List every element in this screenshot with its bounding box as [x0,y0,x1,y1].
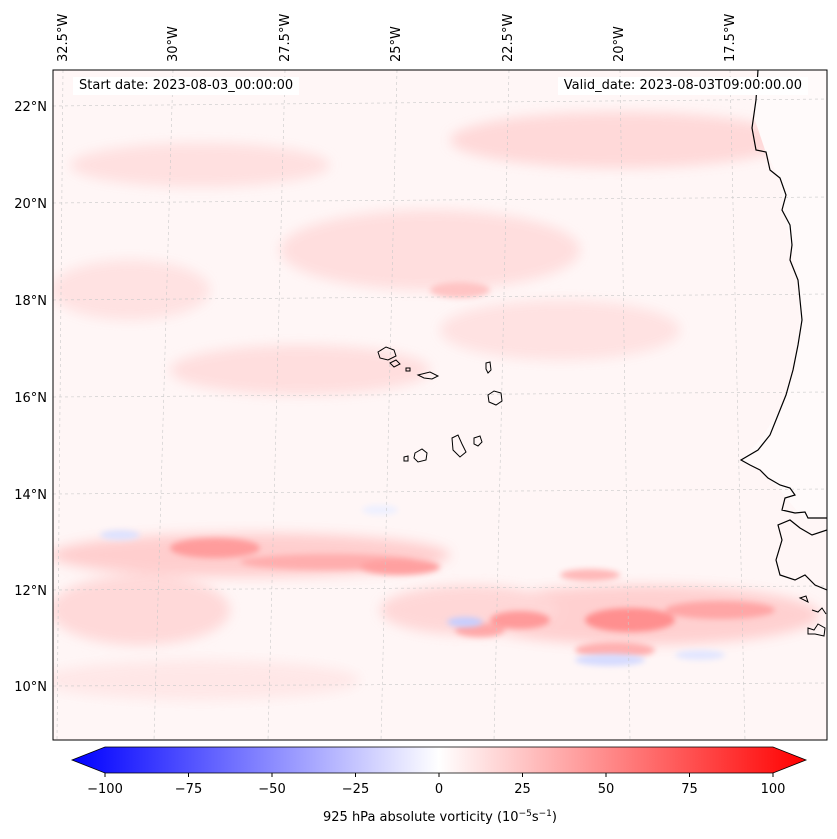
island-santa-luzia [405,367,411,372]
vorticity-core [170,538,260,558]
african-coastline [739,70,827,519]
vorticity-patch [450,112,790,168]
vorticity-core [585,608,675,632]
latitude-label: 16°N [14,391,47,406]
latitude-labels: 22°N 20°N 18°N 16°N 14°N 12°N 10°N [14,100,47,695]
negative-vorticity-patch [675,650,725,660]
vorticity-core [360,559,440,575]
longitude-labels: 32.5°W 30°W 27.5°W 25°W 22.5°W 20°W 17.5… [56,14,738,62]
map-frame [52,69,828,741]
latitude-label: 22°N [14,100,47,115]
colorbar-tick-label: −25 [342,782,369,797]
colorbar-label: 925 hPa absolute vorticity (10−5s−1) [323,809,557,825]
longitude-label: 17.5°W [723,14,738,62]
island-sao-vicente [389,359,401,368]
island-fogo [413,448,428,463]
colorbar-ticks [104,773,774,777]
start-date-label: Start date: 2023-08-03_00:00:00 [73,77,300,95]
latitude-label: 18°N [14,294,47,309]
longitude-label: 30°W [166,26,181,62]
colorbar: −100 −75 −50 −25 0 25 50 75 100 925 hPa … [70,746,808,825]
vorticity-patch [53,575,230,645]
colorbar-tick-label: 50 [598,782,615,797]
island-maio [473,435,483,447]
longitude-label: 20°W [612,26,627,62]
vorticity-patch [170,345,430,395]
valid-date-label: Valid_date: 2023-08-03T09:00:00.00 [557,77,808,95]
vorticity-core [560,569,620,581]
colorbar-bar [70,746,808,774]
latitude-label: 20°N [14,197,47,212]
colorbar-tick-label: 25 [514,782,531,797]
latitude-label: 10°N [14,680,47,695]
vorticity-field [53,70,827,700]
longitude-label: 25°W [389,26,404,62]
african-coastline-south [775,519,827,591]
island-santo-antao [377,346,397,361]
vorticity-core [575,642,655,658]
negative-vorticity-patch [100,530,140,540]
colorbar-tick-label: 0 [435,782,443,797]
vorticity-core [490,611,550,629]
island-sal [485,361,492,374]
vorticity-patch [70,143,330,187]
vorticity-patch [53,260,210,320]
latitude-label: 14°N [14,488,47,503]
negative-vorticity-patch [447,617,483,627]
colorbar-tick-label: −50 [258,782,285,797]
vorticity-patch [280,210,580,290]
island-santiago [451,434,467,458]
cape-verde-islands [377,346,503,463]
negative-vorticity-patch [362,505,398,515]
colorbar-tick-label: 75 [681,782,698,797]
vorticity-patch [53,660,360,700]
graticule [53,70,827,740]
colorbar-tick-label: −75 [175,782,202,797]
colorbar-tick-label: 100 [761,782,786,797]
longitude-label: 22.5°W [501,14,516,62]
vorticity-core [665,601,775,619]
longitude-label: 32.5°W [56,14,71,62]
map-panel [53,70,827,740]
latitude-label: 12°N [14,584,47,599]
negative-vorticity-patch [575,654,645,666]
coastal-islands [798,595,827,637]
vorticity-core [430,282,490,298]
land-area [741,70,827,520]
vorticity-patch [440,300,680,360]
colorbar-tick-label: −100 [87,782,123,797]
longitude-label: 27.5°W [278,14,293,62]
island-sao-nicolau [416,371,440,380]
island-boa-vista [487,390,503,406]
island-brava [403,455,409,462]
